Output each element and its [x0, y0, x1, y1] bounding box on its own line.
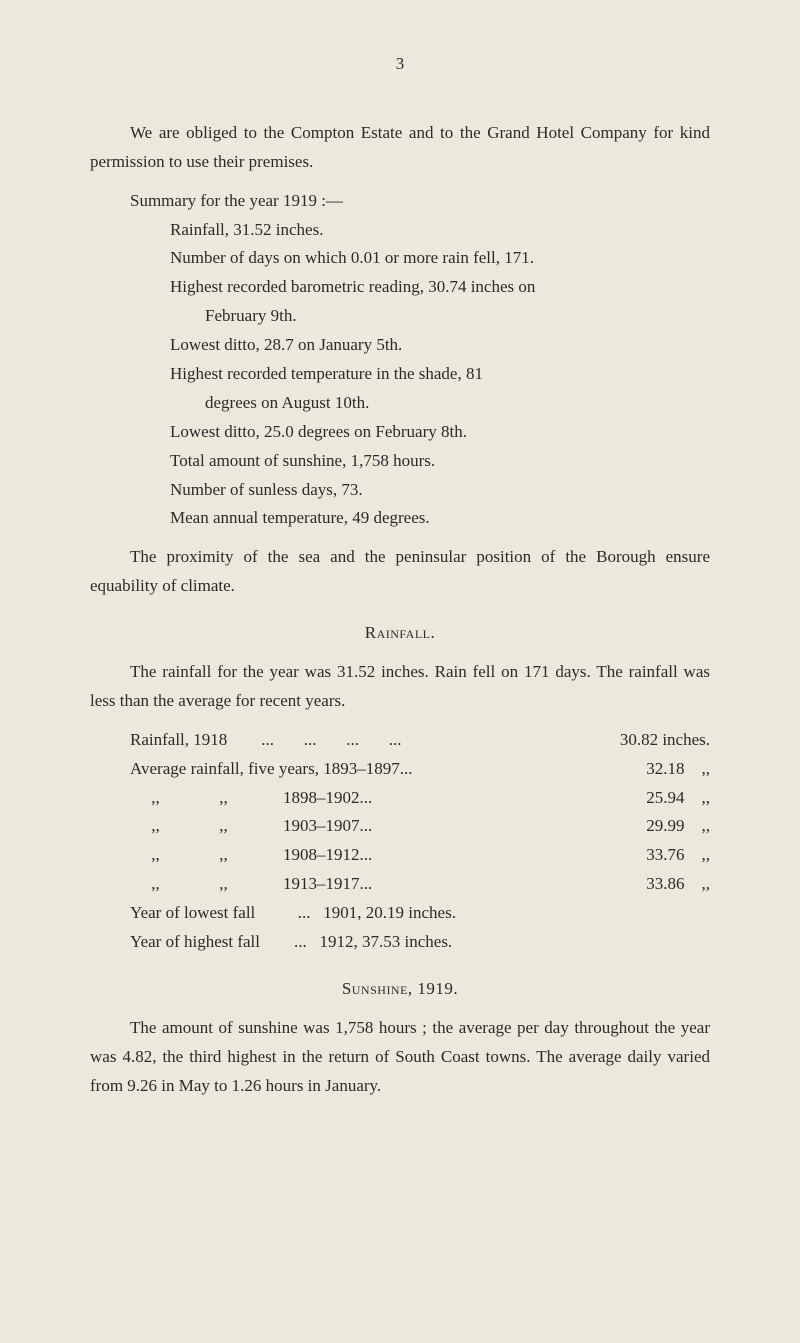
- data-label: ,, ,, 1903–1907...: [130, 812, 372, 841]
- data-label: Average rainfall, five years, 1893–1897.…: [130, 755, 412, 784]
- summary-heading: Summary for the year 1919 :—: [130, 187, 710, 216]
- data-label: ,, ,, 1908–1912...: [130, 841, 372, 870]
- summary-item: Mean annual temperature, 49 degrees.: [170, 504, 710, 533]
- paragraph-proximity: The proximity of the sea and the peninsu…: [90, 543, 710, 601]
- rainfall-heading: Rainfall.: [90, 619, 710, 648]
- rainfall-data-row: Rainfall, 1918 ... ... ... ... 30.82 inc…: [130, 726, 710, 755]
- data-value: 33.86 ,,: [646, 870, 710, 899]
- data-label: Year of lowest fall ... 1901, 20.19 inch…: [130, 899, 456, 928]
- summary-item: Highest recorded barometric reading, 30.…: [170, 273, 710, 302]
- summary-item: Highest recorded temperature in the shad…: [170, 360, 710, 389]
- rainfall-data-row: ,, ,, 1898–1902... 25.94 ,,: [130, 784, 710, 813]
- rainfall-data-row: Year of highest fall ... 1912, 37.53 inc…: [130, 928, 710, 957]
- data-value: 30.82 inches.: [620, 726, 710, 755]
- data-value: 29.99 ,,: [646, 812, 710, 841]
- sunshine-paragraph: The amount of sunshine was 1,758 hours ;…: [90, 1014, 710, 1101]
- summary-item: Number of sunless days, 73.: [170, 476, 710, 505]
- paragraph-intro: We are obliged to the Compton Estate and…: [90, 119, 710, 177]
- rainfall-paragraph: The rainfall for the year was 31.52 inch…: [90, 658, 710, 716]
- data-value: 32.18 ,,: [646, 755, 710, 784]
- summary-item-cont: degrees on August 10th.: [205, 389, 710, 418]
- data-value: 25.94 ,,: [646, 784, 710, 813]
- data-label: ,, ,, 1898–1902...: [130, 784, 372, 813]
- data-label: Year of highest fall ... 1912, 37.53 inc…: [130, 928, 452, 957]
- data-label: ,, ,, 1913–1917...: [130, 870, 372, 899]
- page-number: 3: [90, 50, 710, 79]
- summary-item: Number of days on which 0.01 or more rai…: [170, 244, 710, 273]
- rainfall-data-row: ,, ,, 1913–1917... 33.86 ,,: [130, 870, 710, 899]
- summary-item-cont: February 9th.: [205, 302, 710, 331]
- document-page: 3 We are obliged to the Compton Estate a…: [0, 0, 800, 1161]
- summary-item: Total amount of sunshine, 1,758 hours.: [170, 447, 710, 476]
- summary-item: Rainfall, 31.52 inches.: [170, 216, 710, 245]
- sunshine-heading: Sunshine, 1919.: [90, 975, 710, 1004]
- summary-item: Lowest ditto, 28.7 on January 5th.: [170, 331, 710, 360]
- data-value: 33.76 ,,: [646, 841, 710, 870]
- rainfall-data-row: Average rainfall, five years, 1893–1897.…: [130, 755, 710, 784]
- rainfall-data-row: Year of lowest fall ... 1901, 20.19 inch…: [130, 899, 710, 928]
- data-label: Rainfall, 1918 ... ... ... ...: [130, 726, 402, 755]
- rainfall-data-row: ,, ,, 1903–1907... 29.99 ,,: [130, 812, 710, 841]
- rainfall-data-row: ,, ,, 1908–1912... 33.76 ,,: [130, 841, 710, 870]
- summary-item: Lowest ditto, 25.0 degrees on February 8…: [170, 418, 710, 447]
